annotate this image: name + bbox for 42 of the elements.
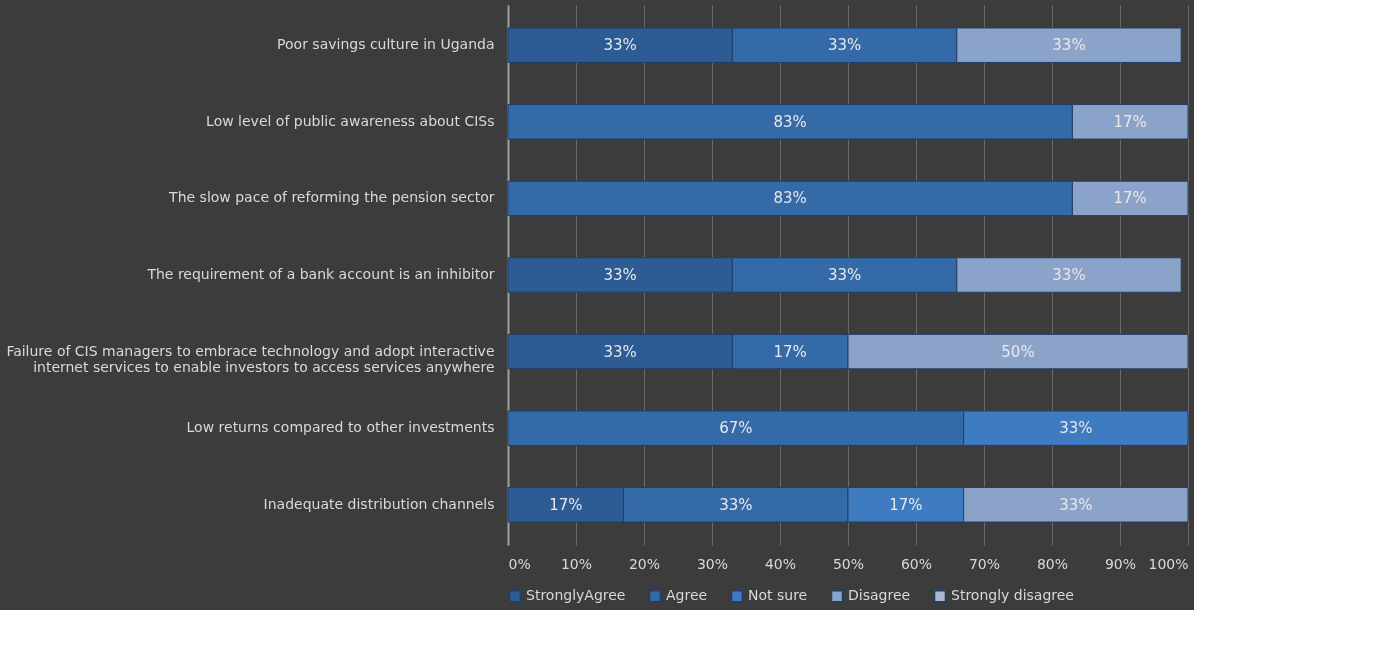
x-tick-label: 100%	[1148, 555, 1189, 572]
data-label: 17%	[1113, 112, 1147, 131]
data-label: 17%	[1113, 189, 1147, 208]
x-tick-label: 80%	[1036, 555, 1069, 572]
y-tick-label: The requirement of a bank account is an inhibitor	[146, 266, 495, 282]
data-label: 33%	[603, 342, 637, 361]
x-tick-label: 0%	[508, 555, 531, 572]
legend-label: StronglyAgree	[526, 587, 626, 604]
x-tick-label: 50%	[832, 555, 865, 572]
y-tick-label: The slow pace of reforming the pension sector	[168, 189, 495, 206]
x-tick-label: 40%	[764, 555, 797, 572]
data-label: 33%	[719, 495, 753, 514]
data-label: 67%	[719, 419, 753, 438]
data-label: 33%	[1059, 419, 1093, 438]
data-label: 33%	[827, 266, 862, 284]
legend-label: Strongly disagree	[951, 587, 1074, 604]
legend-label: Disagree	[848, 587, 911, 604]
data-label: 33%	[1052, 266, 1086, 284]
x-tick-label: 60%	[900, 555, 933, 572]
data-label: 33%	[1052, 36, 1086, 55]
legend-label: Agree	[666, 587, 708, 604]
data-label: 17%	[773, 342, 807, 361]
data-label: 17%	[549, 495, 583, 514]
x-tick-label: 70%	[968, 555, 1001, 572]
data-label: 50%	[1001, 342, 1035, 361]
data-label: 83%	[773, 112, 807, 131]
data-label: 83%	[773, 189, 807, 208]
data-label: 33%	[1059, 495, 1093, 514]
x-tick-label: 30%	[696, 555, 729, 572]
data-label: 33%	[603, 36, 637, 55]
data-label: 33%	[827, 36, 862, 55]
x-tick-label: 90%	[1104, 555, 1137, 572]
y-tick-label: Failure of CIS managers to embrace technology and adopt interactive internet services to enable investors to access services anywhere	[6, 342, 495, 375]
legend-label: Not sure	[748, 587, 808, 604]
y-tick-label: Poor savings culture in Uganda	[277, 36, 495, 53]
x-tick-label: 10%	[560, 555, 593, 572]
data-label: 33%	[603, 266, 637, 284]
x-tick-label: 20%	[628, 555, 661, 572]
y-tick-label: Low returns compared to other investments	[186, 419, 495, 436]
y-tick-label: Low level of public awareness about CISs	[206, 112, 495, 129]
y-tick-label: Inadequate distribution channels	[263, 495, 495, 512]
data-label: 17%	[889, 495, 923, 514]
